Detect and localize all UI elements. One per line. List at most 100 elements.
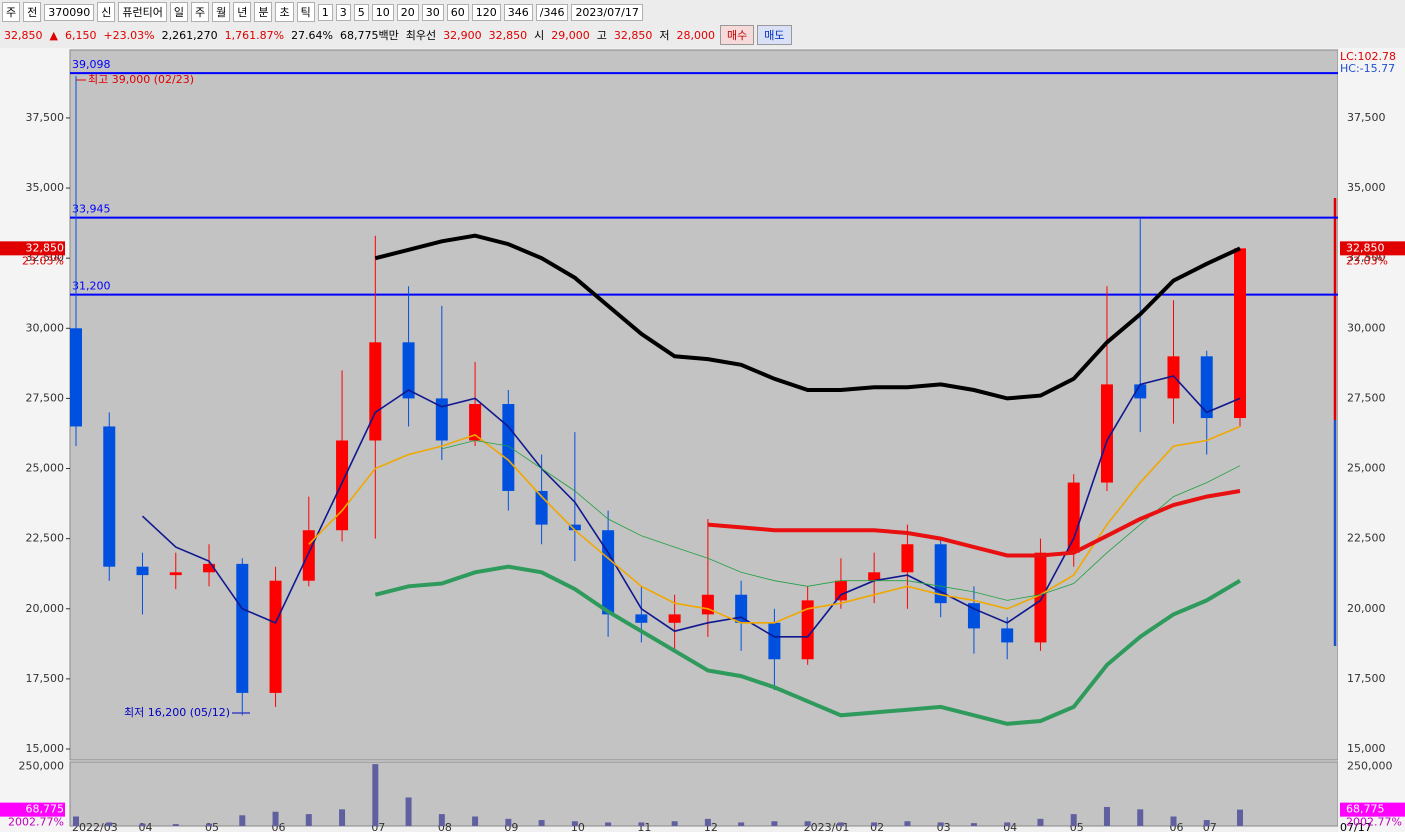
volume-bar <box>1203 820 1210 826</box>
price-tag <box>0 241 65 256</box>
quote-item: 시 <box>534 29 545 42</box>
y-tick-label: 37,500 <box>1347 111 1386 124</box>
toolbar-item[interactable]: 120 <box>471 3 501 21</box>
volume-bar <box>837 822 844 826</box>
toolbar-item[interactable]: 초 <box>275 2 294 22</box>
volume-bar <box>638 822 645 826</box>
candle-body <box>1067 482 1080 553</box>
volume-bar <box>73 816 79 826</box>
candle-body <box>568 524 581 531</box>
x-tick-label: 04 <box>1003 821 1017 832</box>
y-tick-label: 20,000 <box>26 602 65 615</box>
volume-change: 2002.77% <box>1346 816 1402 829</box>
volume-bar <box>538 820 545 826</box>
volume-tag <box>0 802 65 817</box>
x-tick-label: 07 <box>1203 821 1217 832</box>
y-tick-label: 25,000 <box>26 462 65 475</box>
ma-line <box>374 564 1242 726</box>
y-tick-label: 30,000 <box>1347 321 1386 334</box>
y-tick-label: 15,000 <box>26 742 65 755</box>
toolbar-item[interactable]: 30 <box>421 3 444 21</box>
toolbar-item[interactable]: 퓨런티어 <box>118 2 167 22</box>
candle-body <box>602 530 615 615</box>
sell-button[interactable]: 매도 <box>757 25 792 45</box>
toolbar-item[interactable]: 일 <box>169 2 188 22</box>
toolbar-item[interactable]: 5 <box>353 3 369 21</box>
toolbar-item[interactable]: 370090 <box>44 3 95 21</box>
quote-item: 27.64% <box>291 28 334 42</box>
toolbar-item[interactable]: /346 <box>535 3 569 21</box>
candle-body <box>336 440 349 531</box>
volume-tick-label: 250,000 <box>19 760 65 773</box>
toolbar-item[interactable]: 10 <box>371 3 394 21</box>
last-date: 07/17 <box>1340 821 1372 832</box>
volume-bar <box>305 814 312 826</box>
toolbar-item[interactable]: 주 <box>2 2 21 22</box>
volume-bar <box>405 797 412 826</box>
volume-bar <box>1170 816 1177 826</box>
candle-body <box>502 404 515 491</box>
toolbar-item[interactable]: 월 <box>212 2 231 22</box>
toolbar-item[interactable]: 346 <box>503 3 533 21</box>
quote-item: 32,850 <box>4 28 43 42</box>
volume-bar <box>904 821 911 826</box>
ma-line <box>141 375 1241 638</box>
volume-bar <box>871 822 878 826</box>
quote-item: 68,775백만 <box>340 29 399 42</box>
toolbar-item[interactable]: 전 <box>23 2 42 22</box>
y-tick-label: 22,500 <box>26 532 65 545</box>
toolbar-item[interactable]: 1 <box>317 3 333 21</box>
candle-body <box>801 600 814 660</box>
quote-row: 32,850 ▲ 6,150 +23.03% 2,261,270 1,761.87% 27.… <box>2 25 792 45</box>
y-tick-label: 37,500 <box>26 111 65 124</box>
quote-item: 저 <box>659 29 670 42</box>
candle-body <box>402 342 415 399</box>
y-tick-label: 15,000 <box>1347 742 1386 755</box>
candle-body <box>668 614 681 623</box>
y-tick-label: 27,500 <box>1347 391 1386 404</box>
volume-bar <box>771 821 778 826</box>
toolbar-item[interactable]: 틱 <box>296 2 315 22</box>
toolbar-item[interactable]: 주 <box>190 2 210 22</box>
toolbar-item[interactable]: 60 <box>446 3 469 21</box>
x-tick-label: 02 <box>870 821 884 832</box>
right-axis-bg <box>1338 48 1405 832</box>
x-tick-label: 12 <box>704 821 718 832</box>
buy-button[interactable]: 매수 <box>720 25 755 45</box>
x-tick-label: 05 <box>1070 821 1084 832</box>
x-tick-label: 2023/01 <box>804 821 850 832</box>
toolbar: 주 전 370090 신 퓨런티어 일 주 월 년 분 초 틱 1 3 5 10 20 30 60 120 346/34… <box>0 0 1405 48</box>
toolbar-item[interactable]: 년 <box>233 2 252 22</box>
x-tick-label: 09 <box>504 821 518 832</box>
volume-bar <box>671 821 678 826</box>
price-tag <box>1340 241 1405 256</box>
volume-bar <box>372 764 379 826</box>
candle-body <box>469 404 482 441</box>
toolbar-item[interactable]: 분 <box>254 2 273 22</box>
y-tick-label: 27,500 <box>26 391 65 404</box>
candle-body <box>435 398 448 441</box>
chart: LC:102.78 HC:-15.77 최고 39,000 (02/23) 최저… <box>0 48 1405 832</box>
candle-body <box>169 572 182 576</box>
volume-tag <box>1340 802 1405 817</box>
x-tick-label: 06 <box>272 821 286 832</box>
toolbar-item[interactable]: 20 <box>396 3 419 21</box>
h-line-label: 31,200 <box>72 280 111 293</box>
toolbar-item[interactable]: 신 <box>97 2 116 22</box>
quote-item: 2,261,270 <box>161 28 218 42</box>
x-tick-label: 11 <box>637 821 651 832</box>
candle-body <box>1034 552 1047 643</box>
volume-bar <box>106 822 113 826</box>
ma-line <box>374 233 1241 401</box>
left-axis-bg <box>0 48 70 832</box>
candle-body <box>635 614 648 623</box>
quote-item: 32,900 <box>443 28 482 42</box>
toolbar-item[interactable]: 3 <box>335 3 351 21</box>
quote-item: +23.03% <box>103 28 155 42</box>
x-tick-label: 05 <box>205 821 219 832</box>
candle-body <box>1001 628 1014 643</box>
quote-item: 최우선 <box>405 29 437 42</box>
toolbar-item[interactable]: 2023/07/17 <box>571 3 643 21</box>
quote-item: 1,761.87% <box>224 28 285 42</box>
